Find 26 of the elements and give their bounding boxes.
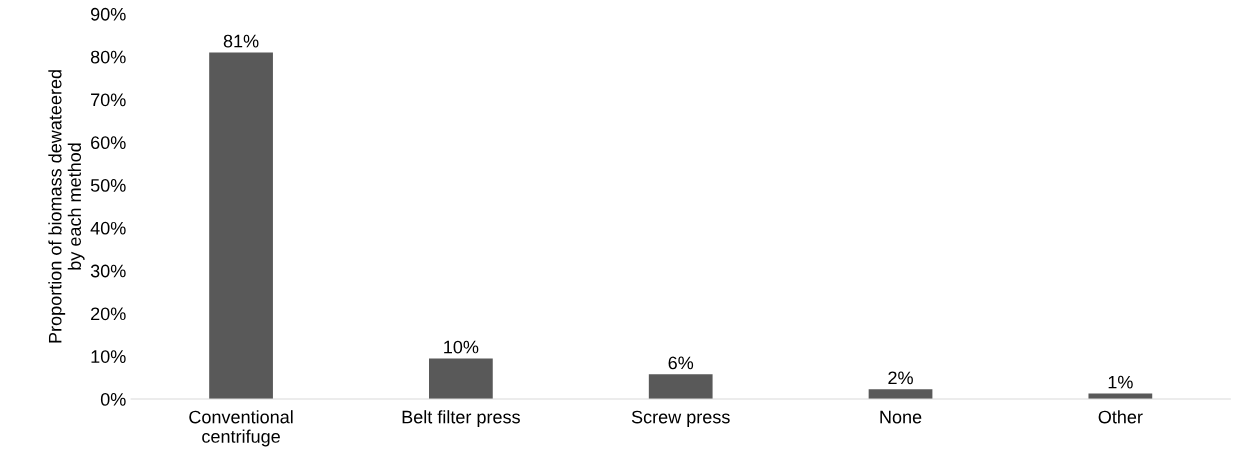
bar xyxy=(868,389,933,400)
y-tick-label: 40% xyxy=(90,221,126,235)
data-label: 81% xyxy=(223,34,259,48)
x-tick-label: Belt filter press xyxy=(402,410,520,427)
bar xyxy=(1088,393,1153,400)
x-tick-label: None xyxy=(880,410,922,424)
data-label: 1% xyxy=(1108,375,1133,389)
y-axis-title: Proportion of biomass dewateered by each method xyxy=(48,70,85,343)
y-tick-label: 80% xyxy=(90,50,126,64)
data-label: 10% xyxy=(444,340,479,354)
y-tick-label: 10% xyxy=(91,350,126,363)
y-tick-label: 0% xyxy=(100,392,126,406)
bar xyxy=(429,358,493,400)
y-tick-label: 50% xyxy=(90,179,126,192)
bar xyxy=(648,374,713,400)
y-tick-label: 90% xyxy=(90,7,126,21)
y-tick-label: 60% xyxy=(91,136,126,150)
y-tick-label: 20% xyxy=(91,307,126,321)
y-tick-label: 30% xyxy=(90,264,126,278)
x-tick-label: Screw press xyxy=(631,410,730,427)
x-tick-label: Conventional centrifuge xyxy=(189,410,293,447)
y-tick-label: 70% xyxy=(91,93,126,107)
data-label: 6% xyxy=(668,356,694,370)
bar xyxy=(209,52,273,400)
x-tick-label: Other xyxy=(1098,410,1143,424)
data-label: 2% xyxy=(888,371,913,385)
